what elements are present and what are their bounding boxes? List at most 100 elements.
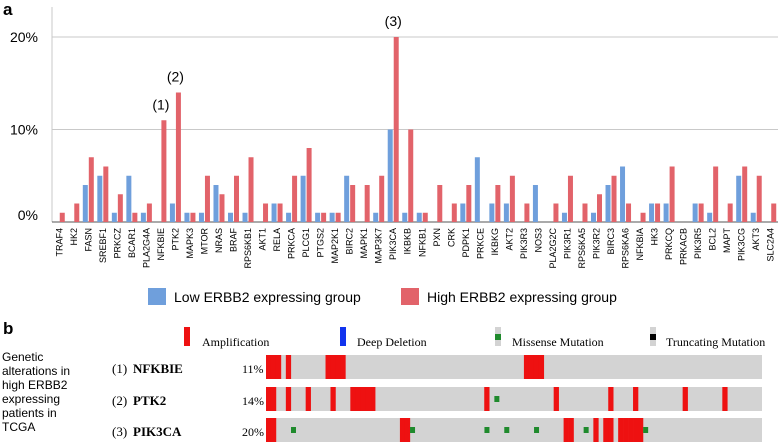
x-tick-label: TRAF4 xyxy=(54,228,64,257)
amplification-cell xyxy=(633,418,639,442)
x-tick-label: PLA2G4A xyxy=(141,228,151,268)
amplification-label: Amplification xyxy=(202,335,269,349)
x-tick-label: PIK3CA xyxy=(388,228,398,260)
bar xyxy=(234,175,239,222)
bar xyxy=(140,212,146,222)
x-tick-label: AKT1 xyxy=(258,228,268,251)
oncoprint-tracks xyxy=(266,355,762,442)
amplification-cell xyxy=(370,387,376,411)
amplification-cell xyxy=(360,387,366,411)
y-tick-label: 0% xyxy=(18,207,38,223)
alteration-percent: 20% xyxy=(242,425,264,439)
amplification-cell xyxy=(266,387,272,411)
amplification-cell xyxy=(285,355,292,379)
x-tick-label: PIK3R5 xyxy=(693,228,703,259)
amplification-cell xyxy=(266,355,272,379)
bar xyxy=(97,175,103,222)
amplification-cell xyxy=(538,355,545,379)
amplification-cell xyxy=(270,355,277,379)
bar xyxy=(489,203,495,222)
bar xyxy=(271,203,277,222)
x-tick-label: BCL2 xyxy=(708,228,718,251)
bar xyxy=(466,185,472,222)
bar xyxy=(117,194,123,222)
x-tick-label: MTOR xyxy=(199,228,209,255)
bar xyxy=(408,129,414,222)
bar xyxy=(132,212,138,222)
bar xyxy=(242,212,248,222)
bar xyxy=(532,185,538,222)
x-tick-label: AKT3 xyxy=(751,228,761,251)
missense-mark xyxy=(291,427,296,433)
bar xyxy=(698,203,704,222)
bar xyxy=(219,194,225,222)
x-tick-label: MAPK3 xyxy=(185,228,195,259)
bar xyxy=(626,203,632,222)
bar xyxy=(329,212,335,222)
x-tick-label: SREBF1 xyxy=(98,228,108,263)
bar xyxy=(315,212,321,222)
side-label-line: patients in xyxy=(2,406,57,420)
amplification-cell xyxy=(623,418,629,442)
side-label-line: expressing xyxy=(2,392,60,406)
x-tick-label: NOS3 xyxy=(533,228,543,253)
bar xyxy=(373,212,379,222)
annotation-label: (2) xyxy=(167,69,184,85)
annotation-label: (3) xyxy=(385,13,402,29)
bar xyxy=(350,185,356,222)
gene-name: PIK3CA xyxy=(133,424,182,439)
grid-lines xyxy=(51,7,778,223)
bar xyxy=(175,92,181,222)
alteration-percent: 14% xyxy=(242,394,264,408)
side-label-line: TCGA xyxy=(2,420,35,434)
bar xyxy=(605,185,611,222)
amplification-cell xyxy=(682,387,688,411)
bar xyxy=(561,212,567,222)
side-label-line: Genetic xyxy=(2,350,43,364)
annotation-label: (1) xyxy=(152,96,169,112)
bar xyxy=(742,166,748,222)
bar xyxy=(649,203,655,222)
x-tick-label: MAPK1 xyxy=(359,228,369,259)
amplification-cell xyxy=(270,387,277,411)
amplification-cell xyxy=(340,355,346,379)
x-tick-label: IKBKG xyxy=(490,228,500,256)
amplification-cell xyxy=(399,418,406,442)
x-tick-label: NRAS xyxy=(214,228,224,253)
bar xyxy=(292,175,298,222)
x-tick-label: PIK3R1 xyxy=(562,228,572,259)
x-tick-label: RPS6KB1 xyxy=(243,228,253,269)
legend-label-low: Low ERBB2 expressing group xyxy=(174,289,361,305)
bars xyxy=(59,37,777,222)
amplification-cell xyxy=(335,355,341,379)
bar xyxy=(364,185,370,222)
row-number: (1) xyxy=(112,361,127,376)
amplification-cell xyxy=(608,418,614,442)
row-number: (2) xyxy=(112,393,127,408)
bar xyxy=(524,203,530,222)
x-tick-label: IKBKB xyxy=(403,228,413,255)
bar xyxy=(620,166,626,222)
deep-deletion-swatch xyxy=(340,327,346,346)
bar xyxy=(495,185,501,222)
x-tick-label: MAPT xyxy=(722,228,732,254)
track-background xyxy=(266,355,762,379)
x-tick-label: PXN xyxy=(432,228,442,247)
bar xyxy=(503,203,509,222)
chart-legend: Low ERBB2 expressing group High ERBB2 ex… xyxy=(148,288,617,305)
x-tick-label: BRAF xyxy=(229,228,239,253)
oncoprint-side-label: Genetic alterations in high ERBB2 expres… xyxy=(2,350,70,434)
bar xyxy=(451,203,457,222)
bar xyxy=(597,194,602,222)
missense-mark xyxy=(494,396,500,402)
amplification-cell xyxy=(355,387,361,411)
amplification-cell xyxy=(484,387,490,411)
oncoprint-row-labels: (1) NFKBIE 11% (2) PTK2 14% (3) PIK3CA 2… xyxy=(112,361,264,439)
x-tick-label: NFKBIE xyxy=(156,228,166,261)
alteration-percent: 11% xyxy=(242,362,264,376)
deep-deletion-label: Deep Deletion xyxy=(357,335,427,349)
bar xyxy=(335,212,341,222)
bar xyxy=(146,203,152,222)
x-tick-label: MAP2K1 xyxy=(330,228,340,264)
x-tick-label: RPS6KA6 xyxy=(621,228,631,269)
